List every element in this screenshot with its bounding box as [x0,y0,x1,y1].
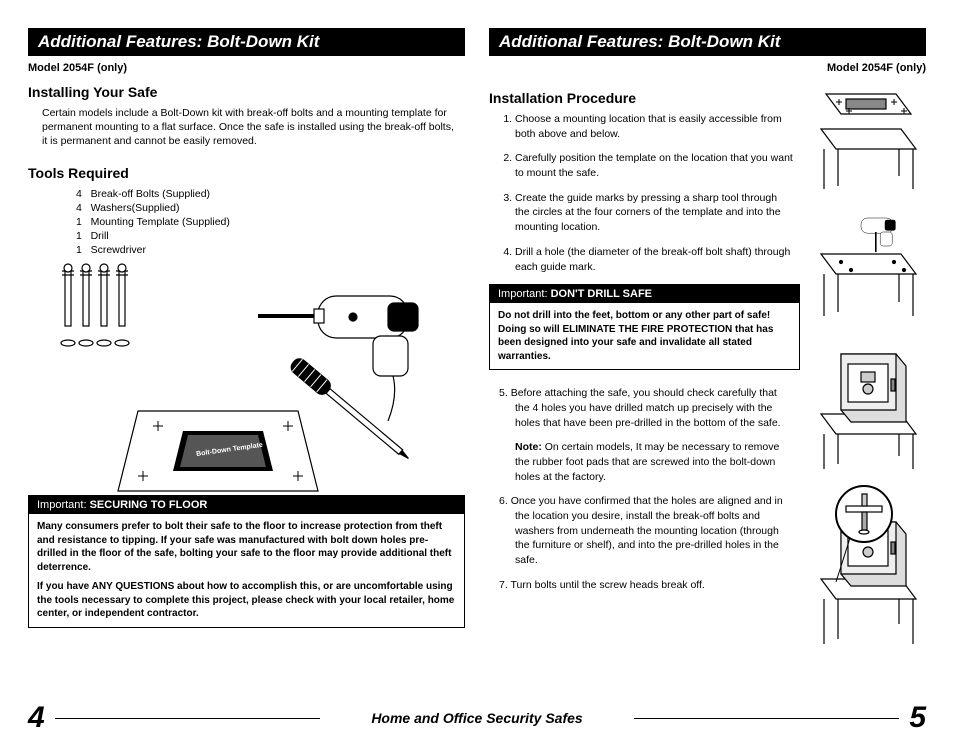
tools-list: 4 Break-off Bolts (Supplied) 4 Washers(S… [28,187,465,258]
diagram-drill-table [806,204,926,324]
tools-illustration: Bolt-Down Template [28,261,465,501]
header-right: Additional Features: Bolt-Down Kit [489,28,926,56]
procedure-title: Installation Procedure [489,90,800,106]
model-note-left: Model 2054F (only) [28,62,465,74]
steps-5-7: Before attaching the safe, you should ch… [489,386,800,430]
tool-item: 1 Screwdriver [76,243,465,257]
tools-title: Tools Required [28,165,465,181]
note-prefix: Note: [515,441,542,453]
diagram-bolt-underneath [806,484,926,654]
footer: 4 Home and Office Security Safes 5 [28,701,926,735]
important-p1: Many consumers prefer to bolt their safe… [37,520,456,574]
important-drill-title: Important: DON'T DRILL SAFE [490,285,799,303]
note-body: On certain models, It may be necessary t… [515,441,779,482]
tool-item: 4 Break-off Bolts (Supplied) [76,187,465,201]
step-5: Before attaching the safe, you should ch… [515,386,794,430]
step-7: Turn bolts until the screw heads break o… [515,578,794,593]
header-left: Additional Features: Bolt-Down Kit [28,28,465,56]
important-securing-box: Important: SECURING TO FLOOR Many consum… [28,495,465,628]
page-number-right: 5 [909,701,926,735]
diagram-safe-on-table [806,334,926,474]
installing-title: Installing Your Safe [28,84,465,100]
model-note-right: Model 2054F (only) [489,62,926,74]
step-4: Drill a hole (the diameter of the break-… [515,245,794,274]
note-inline: Note: On certain models, It may be neces… [489,440,800,484]
step-2: Carefully position the template on the l… [515,151,794,180]
steps-1-4: Choose a mounting location that is easil… [489,112,800,274]
page-number-left: 4 [28,701,45,735]
step-6: Once you have confirmed that the holes a… [515,494,794,567]
important-p2: If you have ANY QUESTIONS about how to a… [37,580,456,621]
step-1: Choose a mounting location that is easil… [515,112,794,141]
diagram-template-on-table [806,84,926,194]
important-drill-body: Do not drill into the feet, bottom or an… [490,303,799,369]
footer-title: Home and Office Security Safes [330,710,625,726]
step-3: Create the guide marks by pressing a sha… [515,191,794,235]
tool-item: 4 Washers(Supplied) [76,201,465,215]
important-securing-body: Many consumers prefer to bolt their safe… [29,514,464,627]
procedure-illustrations [806,84,926,654]
tool-item: 1 Drill [76,229,465,243]
steps-6-7: Once you have confirmed that the holes a… [489,494,800,592]
tool-item: 1 Mounting Template (Supplied) [76,215,465,229]
important-prefix-r: Important: [498,288,548,300]
important-drill-box: Important: DON'T DRILL SAFE Do not drill… [489,284,800,370]
important-bold-r: DON'T DRILL SAFE [551,288,652,300]
installing-body: Certain models include a Bolt-Down kit w… [28,106,465,149]
